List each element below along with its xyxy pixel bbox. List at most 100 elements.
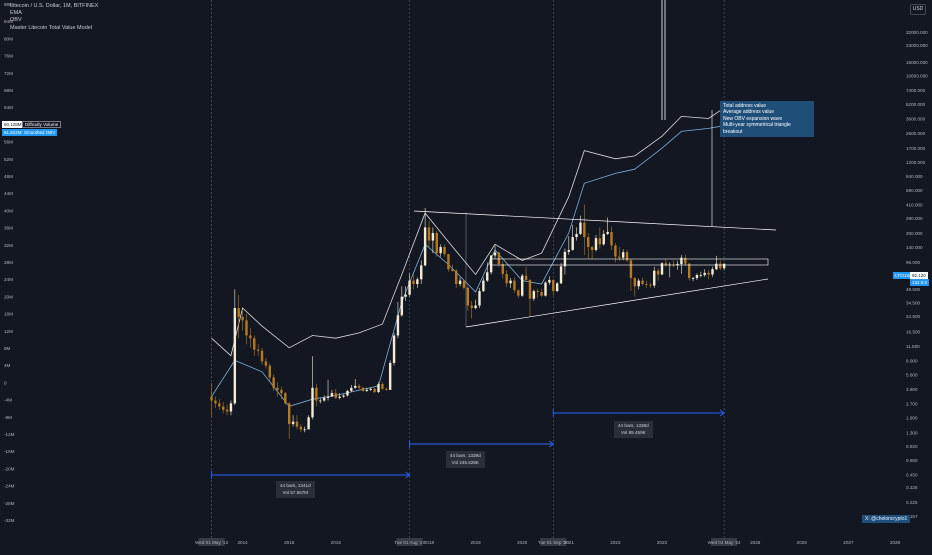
x-axis-tick: 2028: [890, 540, 901, 545]
candle-body: [625, 252, 629, 261]
candle-body: [276, 387, 279, 390]
candle-body: [280, 389, 283, 394]
candle-body: [377, 384, 380, 392]
candle-body: [649, 284, 652, 286]
left-axis-tick: 72M: [4, 71, 13, 76]
candle-body: [225, 409, 229, 412]
symbol-price-tag: LTCUSD: [893, 272, 915, 279]
candle-body: [598, 238, 602, 245]
right-axis-tick: 0.225: [906, 500, 918, 505]
x-axis-tick: Tue 01 Aug '17: [394, 540, 425, 545]
candle-body: [431, 232, 435, 241]
measure-1-vol: Vol 57.567M: [282, 489, 309, 495]
candle-body: [396, 315, 400, 336]
candle-body: [268, 365, 271, 378]
left-axis-tick: 20M: [4, 294, 13, 299]
right-axis-tick: 1.300: [906, 430, 918, 435]
measure-label-2[interactable]: 44 bars, 1339d Vol 245.825K: [446, 451, 485, 468]
right-axis-tick: 11.500: [906, 344, 920, 349]
candle-body: [540, 291, 543, 296]
right-axis-tick: 0.157: [906, 514, 918, 519]
measure-label-1[interactable]: 44 bars, 1341d Vol 57.567M: [276, 481, 315, 498]
candle-body: [637, 280, 640, 287]
x-axis-tick: 2021: [564, 540, 575, 545]
left-axis-tick: 56M: [4, 140, 13, 145]
candle-body: [221, 406, 225, 410]
candle-body: [245, 320, 248, 336]
measure-label-3[interactable]: 44 bars, 1338d Vol 89.459K: [614, 421, 653, 438]
candle-body: [587, 237, 590, 248]
candle-body: [416, 279, 419, 285]
left-axis: 88M84M80M76M72M68M64M60M56M52M48M44M40M3…: [4, 2, 15, 523]
right-axis: 32000.000 23000.000 15000.000 10600.000 7400…: [906, 30, 928, 519]
candle-body: [253, 338, 256, 350]
left-axis-tick: -20M: [4, 466, 15, 471]
measure-2-vol: Vol 245.825K: [451, 459, 479, 465]
candle-body: [505, 273, 508, 284]
symbol-title[interactable]: Litecoin / U.S. Dollar, 1M, BITFINEX: [10, 3, 99, 9]
candle-body: [443, 247, 446, 255]
candle-body: [388, 362, 392, 390]
left-axis-tick: 36M: [4, 226, 13, 231]
candle-body: [307, 417, 310, 430]
candle-body: [707, 272, 710, 275]
indicator-obv[interactable]: OBV: [10, 17, 22, 24]
x-axis-tick: 2022: [610, 540, 621, 545]
indicator-value-model[interactable]: Master Litecoin Total Value Model: [10, 24, 93, 31]
chart-legend: Litecoin / U.S. Dollar, 1M, BITFINEX EMA…: [10, 3, 98, 32]
left-axis-tick: 4M: [4, 363, 11, 368]
candle-body: [676, 264, 679, 265]
measure-2-bars: 44 bars, 1339d: [450, 453, 481, 458]
candle-body: [575, 233, 578, 238]
candle-body: [381, 384, 384, 389]
candle-body: [715, 263, 718, 270]
candle-body: [486, 272, 489, 281]
currency-button[interactable]: USD: [910, 4, 926, 15]
left-axis-tick: 40M: [4, 208, 13, 213]
right-axis-tick: 200.000: [906, 231, 923, 236]
left-axis-tick: 68M: [4, 88, 13, 93]
candle-body: [295, 421, 299, 427]
annotation-line-4: Multi-year symmetrical triangle breakout: [723, 122, 791, 135]
right-axis-tick: 32000.000: [906, 30, 928, 35]
candle-body: [699, 275, 703, 276]
candle-body: [629, 260, 633, 279]
candle-body: [346, 390, 349, 396]
candle-body: [326, 396, 330, 398]
candle-body: [660, 263, 664, 275]
right-axis-tick: 1700.000: [906, 146, 926, 151]
right-axis-tick: 0.650: [906, 458, 918, 463]
candle-body: [229, 403, 233, 412]
left-axis-tick: 12M: [4, 329, 13, 334]
right-axis-tick: 410.000: [906, 203, 923, 208]
right-axis-tick: 10600.000: [906, 74, 928, 79]
candle-body: [303, 429, 306, 431]
x-axis-tick: 2019: [470, 540, 481, 545]
overlay-line: [211, 125, 725, 407]
candle-body: [404, 294, 407, 297]
candle-body: [711, 269, 714, 275]
candle-body: [641, 280, 644, 285]
candle-body: [621, 252, 625, 258]
x-axis-tick: 2023: [657, 540, 668, 545]
left-axis-tick: 80M: [4, 36, 13, 41]
x-axis-marker-box: [711, 538, 738, 546]
triangle-upper-line: [413, 210, 777, 231]
left-tag-value-1: 60.128M: [2, 121, 24, 128]
secondary-price-tag: 132.0.0: [910, 279, 930, 286]
candle-body: [552, 279, 555, 292]
annotation-line-3: New OBV expansion wave: [723, 115, 783, 122]
right-axis-tick: 2500.000: [906, 131, 926, 136]
annotation-box[interactable]: Total address value Average address valu…: [720, 101, 814, 138]
candle-body: [357, 385, 361, 388]
right-axis-tick: 96.000: [906, 260, 920, 265]
candle-body: [260, 350, 264, 362]
left-axis-tick: -24M: [4, 484, 15, 489]
indicator-ema[interactable]: EMA: [10, 10, 22, 17]
candle-body: [338, 396, 341, 398]
right-axis-tick: 7400.000: [906, 88, 926, 93]
left-axis-tick: -16M: [4, 449, 15, 454]
candle-body: [210, 396, 213, 401]
